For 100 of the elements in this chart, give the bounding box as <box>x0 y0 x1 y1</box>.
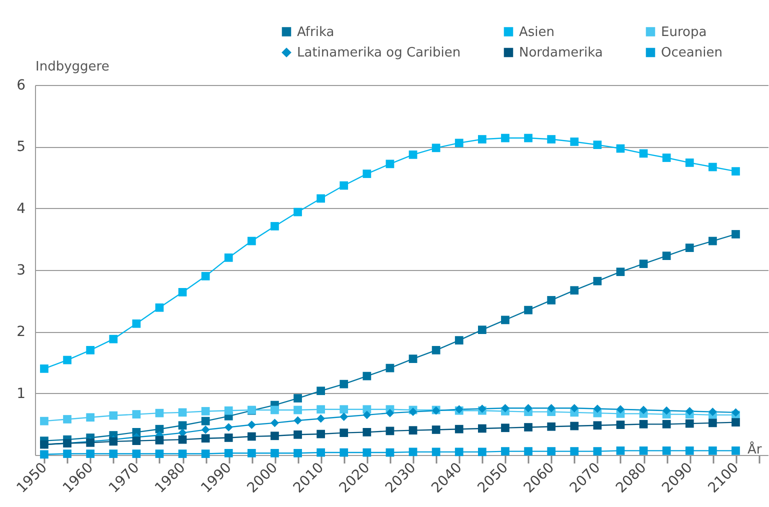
point <box>570 422 579 430</box>
point <box>109 450 118 458</box>
point <box>478 448 486 456</box>
point <box>224 448 233 458</box>
point <box>593 140 602 149</box>
point <box>247 236 256 246</box>
point <box>685 407 694 416</box>
point <box>362 428 372 436</box>
point <box>340 181 348 190</box>
point <box>201 272 210 280</box>
point <box>247 420 256 429</box>
point <box>408 448 418 456</box>
point <box>340 448 348 457</box>
point <box>662 154 671 162</box>
point <box>501 404 510 412</box>
legend-label: Afrika <box>297 24 334 40</box>
point <box>316 405 326 414</box>
point <box>316 194 326 203</box>
point <box>270 418 279 428</box>
point <box>362 448 372 457</box>
point <box>86 450 95 458</box>
point <box>616 446 625 455</box>
point <box>40 416 48 426</box>
point <box>316 430 326 438</box>
point <box>340 405 348 414</box>
point <box>547 422 556 431</box>
point <box>454 336 464 344</box>
point <box>570 447 579 456</box>
point <box>201 416 210 426</box>
point <box>501 134 510 142</box>
point <box>501 316 510 324</box>
point <box>132 450 141 458</box>
point <box>294 208 302 216</box>
point <box>132 436 141 445</box>
point <box>386 426 394 436</box>
point <box>340 412 348 421</box>
point <box>639 420 648 428</box>
point <box>732 230 740 238</box>
point <box>109 411 118 420</box>
point <box>708 162 717 172</box>
point <box>178 450 187 458</box>
point <box>593 421 602 430</box>
point <box>294 394 302 402</box>
point <box>732 418 740 426</box>
point <box>340 380 348 388</box>
point <box>570 138 579 146</box>
point <box>524 447 532 456</box>
point <box>408 354 418 363</box>
point <box>547 404 556 412</box>
point <box>63 356 72 364</box>
point <box>478 326 486 334</box>
point <box>524 306 532 314</box>
x-axis-title: År <box>748 440 762 458</box>
point <box>524 404 532 412</box>
point <box>478 135 486 144</box>
point <box>63 450 72 458</box>
point <box>732 446 740 455</box>
point <box>432 426 440 434</box>
point <box>386 364 394 372</box>
point <box>294 416 302 425</box>
point <box>294 430 302 439</box>
y-tick-label: 3 <box>16 262 26 278</box>
point <box>178 288 187 296</box>
point <box>501 447 510 456</box>
point <box>247 448 256 458</box>
point <box>732 408 740 417</box>
point <box>63 415 72 424</box>
point <box>294 448 302 458</box>
point <box>316 448 326 457</box>
y-tick-label: 6 <box>16 78 26 94</box>
point <box>386 408 394 418</box>
point <box>178 435 187 444</box>
point <box>362 410 372 420</box>
point <box>708 236 717 246</box>
point <box>685 446 694 455</box>
legend-label: Asien <box>519 24 555 40</box>
point <box>616 268 625 276</box>
point <box>132 319 141 328</box>
point <box>524 423 532 432</box>
point <box>708 446 717 455</box>
point <box>408 426 418 435</box>
point <box>547 447 556 456</box>
point <box>224 253 233 262</box>
point <box>432 346 440 354</box>
point <box>178 421 187 430</box>
point <box>386 448 394 457</box>
legend-label: Europa <box>661 24 707 40</box>
point <box>270 222 279 230</box>
point <box>178 408 187 417</box>
point <box>155 424 164 434</box>
point <box>570 286 579 295</box>
point <box>155 436 164 444</box>
point <box>685 244 694 252</box>
point <box>501 424 510 432</box>
y-tick-label: 2 <box>16 324 26 340</box>
point <box>155 450 164 458</box>
point <box>662 406 671 415</box>
point <box>109 334 118 344</box>
point <box>708 408 717 416</box>
point <box>616 405 625 414</box>
